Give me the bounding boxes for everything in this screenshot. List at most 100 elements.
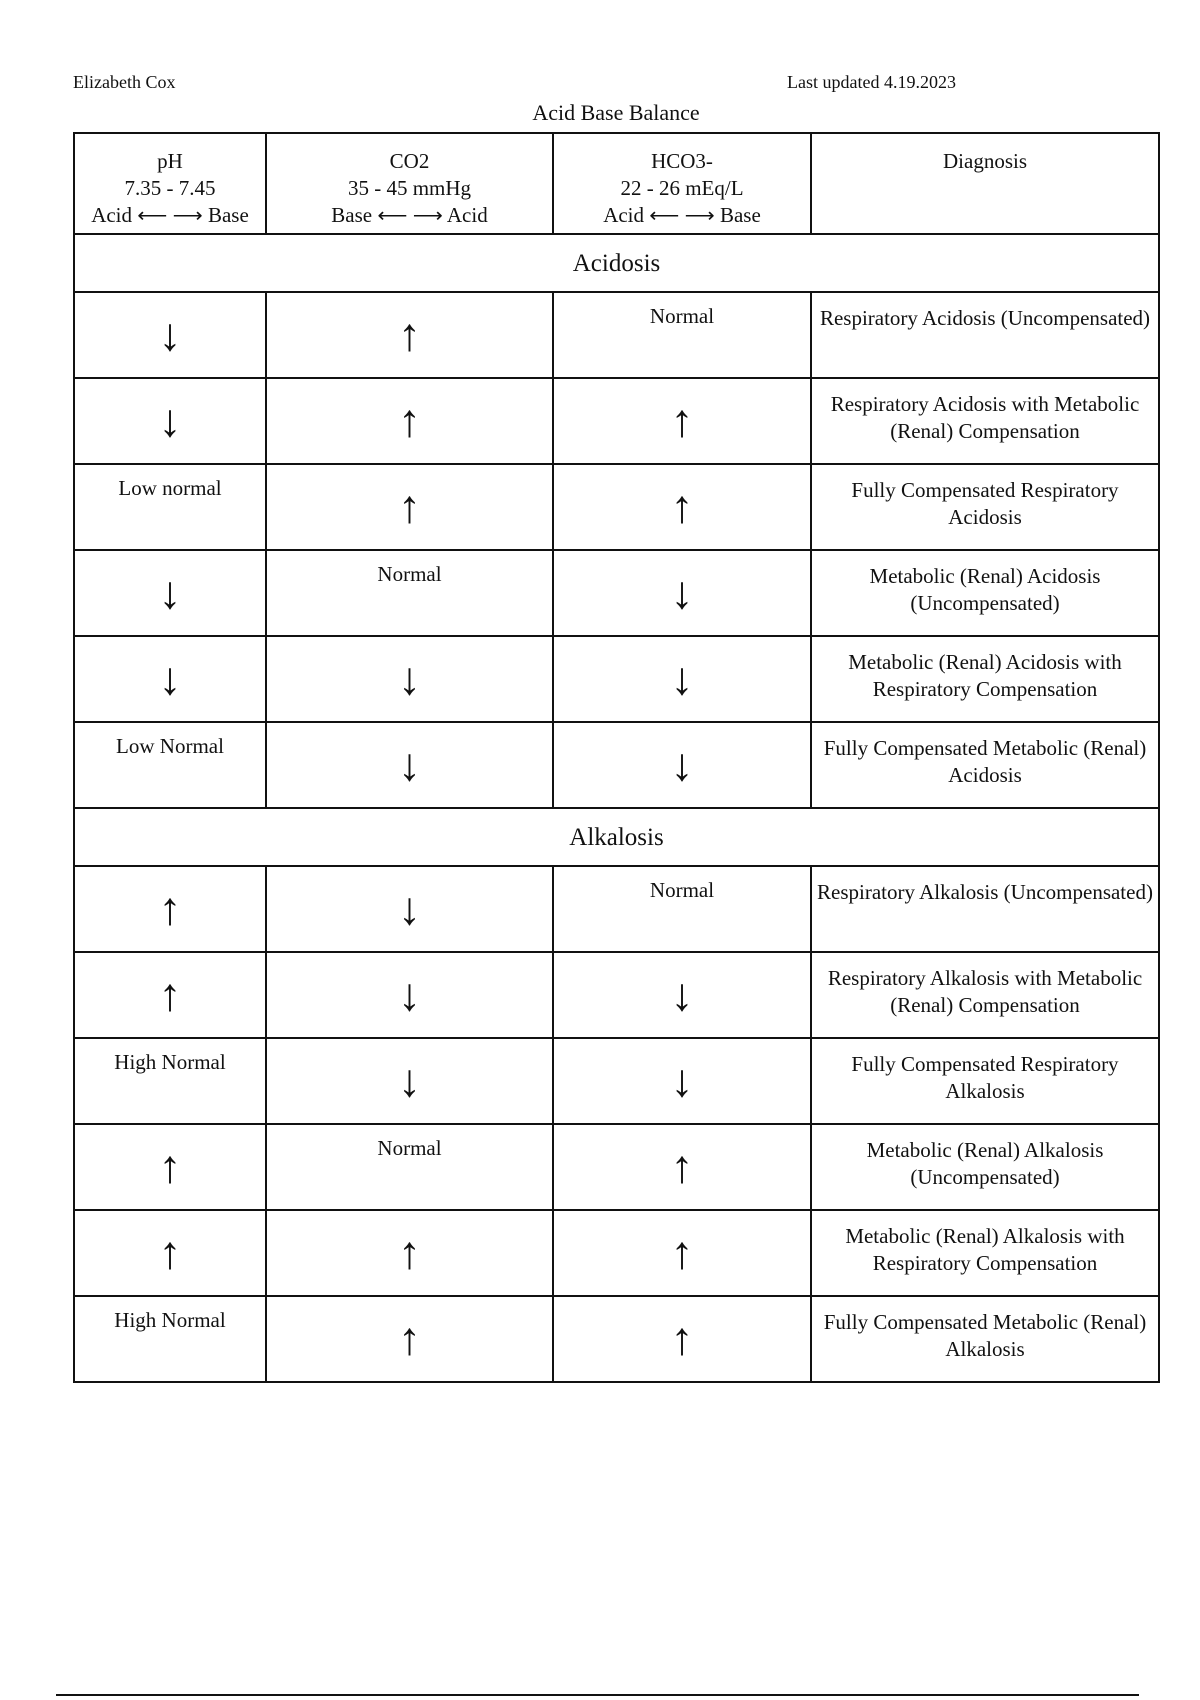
- column-range: 22 - 26 mEq/L: [620, 176, 744, 200]
- hco3-cell: ↑: [552, 1123, 812, 1211]
- co2-cell: ↓: [265, 1037, 554, 1125]
- hco3-cell: Normal: [552, 865, 812, 953]
- diagnosis-cell: Respiratory Alkalosis with Metabolic (Re…: [810, 951, 1160, 1039]
- arrow-down-icon: ↓: [398, 883, 421, 934]
- column-range: 35 - 45 mmHg: [347, 176, 472, 200]
- ph-value: Low Normal: [116, 734, 224, 758]
- column-header-ph: pH 7.35 - 7.45 Acid ⟵ ⟶ Base: [73, 132, 267, 235]
- table-row: ↓ ↓ ↓ Metabolic (Renal) Acidosis with Respi…: [73, 635, 1160, 723]
- arrow-up-icon: ↑: [670, 395, 694, 446]
- table-row: ↓ ↑ Normal Respiratory Acidosis (Uncompensa…: [73, 291, 1160, 379]
- diagnosis-cell: Fully Compensated Respiratory Acidosis: [810, 463, 1160, 551]
- ph-cell: ↑: [73, 865, 267, 953]
- arrow-down-icon: ↓: [398, 969, 421, 1020]
- arrow-up-icon: ↑: [670, 1227, 694, 1278]
- co2-cell: ↑: [265, 377, 554, 465]
- hco3-value: Normal: [649, 878, 715, 902]
- diagnosis-cell: Metabolic (Renal) Alkalosis (Uncompensat…: [810, 1123, 1160, 1211]
- hco3-cell: ↓: [552, 1037, 812, 1125]
- hco3-cell: ↓: [552, 951, 812, 1039]
- hco3-cell: ↓: [552, 721, 812, 809]
- table-row: ↓ ↑ ↑ Respiratory Acidosis with Metabolic (…: [73, 377, 1160, 465]
- arrow-down-icon: ↓: [670, 969, 694, 1020]
- ph-cell: ↓: [73, 635, 267, 723]
- diagnosis-cell: Metabolic (Renal) Acidosis with Respirat…: [810, 635, 1160, 723]
- hco3-cell: ↑: [552, 377, 812, 465]
- arrow-down-icon: ↓: [158, 653, 182, 704]
- hco3-cell: Normal: [552, 291, 812, 379]
- ph-cell: ↑: [73, 1209, 267, 1297]
- ph-value: High Normal: [114, 1050, 226, 1074]
- arrow-down-icon: ↓: [670, 739, 694, 790]
- diagnosis-cell: Respiratory Acidosis with Metabolic (Ren…: [810, 377, 1160, 465]
- hco3-cell: ↑: [552, 1295, 812, 1383]
- section-title: Alkalosis: [73, 807, 1160, 867]
- ph-cell: High Normal: [73, 1295, 267, 1383]
- diagnosis-cell: Fully Compensated Metabolic (Renal) Alka…: [810, 1295, 1160, 1383]
- arrow-up-icon: ↑: [158, 1227, 182, 1278]
- ph-value: High Normal: [114, 1308, 226, 1332]
- hco3-cell: ↓: [552, 549, 812, 637]
- arrow-down-icon: ↓: [158, 567, 182, 618]
- diagnosis-cell: Metabolic (Renal) Alkalosis with Respira…: [810, 1209, 1160, 1297]
- table-row: Low normal ↑ ↑ Fully Compensated Respirator…: [73, 463, 1160, 551]
- hco3-value: Normal: [649, 304, 715, 328]
- ph-cell: High Normal: [73, 1037, 267, 1125]
- ph-cell: ↓: [73, 377, 267, 465]
- table-row: ↑ ↓ Normal Respiratory Alkalosis (Uncompens…: [73, 865, 1160, 953]
- column-header-diagnosis: Diagnosis: [810, 132, 1160, 235]
- table-row: ↑ Normal ↑ Metabolic (Renal) Alkalosis (Unc…: [73, 1123, 1160, 1211]
- header-row: pH 7.35 - 7.45 Acid ⟵ ⟶ Base CO2 35 - 45 mm…: [73, 132, 1160, 235]
- column-header-co2: CO2 35 - 45 mmHg Base ⟵ ⟶ Acid: [265, 132, 554, 235]
- arrow-up-icon: ↑: [398, 1227, 421, 1278]
- arrow-up-icon: ↑: [670, 481, 694, 532]
- table-row: Low Normal ↓ ↓ Fully Compensated Metabolic …: [73, 721, 1160, 809]
- arrow-up-icon: ↑: [670, 1141, 694, 1192]
- ph-cell: Low normal: [73, 463, 267, 551]
- ph-value: Low normal: [118, 476, 222, 500]
- column-direction: Acid ⟵ ⟶ Base: [91, 203, 249, 227]
- acid-base-table: pH 7.35 - 7.45 Acid ⟵ ⟶ Base CO2 35 - 45 mm…: [73, 132, 1160, 1383]
- arrow-down-icon: ↓: [158, 395, 182, 446]
- arrow-down-icon: ↓: [398, 1055, 421, 1106]
- diagnosis-cell: Fully Compensated Metabolic (Renal) Acid…: [810, 721, 1160, 809]
- arrow-up-icon: ↑: [398, 1313, 421, 1364]
- arrow-down-icon: ↓: [670, 567, 694, 618]
- column-name: CO2: [389, 149, 430, 173]
- hco3-cell: ↓: [552, 635, 812, 723]
- column-name: pH: [157, 149, 183, 173]
- column-name: HCO3-: [651, 149, 713, 173]
- ph-cell: ↑: [73, 951, 267, 1039]
- co2-cell: ↓: [265, 865, 554, 953]
- arrow-down-icon: ↓: [670, 1055, 694, 1106]
- column-header-hco3: HCO3- 22 - 26 mEq/L Acid ⟵ ⟶ Base: [552, 132, 812, 235]
- arrow-up-icon: ↑: [158, 969, 182, 1020]
- hco3-cell: ↑: [552, 463, 812, 551]
- co2-cell: ↓: [265, 635, 554, 723]
- section-header-row: Alkalosis: [73, 807, 1160, 867]
- arrow-up-icon: ↑: [398, 309, 421, 360]
- arrow-up-icon: ↑: [398, 481, 421, 532]
- table-row: ↓ Normal ↓ Metabolic (Renal) Acidosis (Unco…: [73, 549, 1160, 637]
- co2-cell: ↑: [265, 1209, 554, 1297]
- arrow-down-icon: ↓: [398, 653, 421, 704]
- ph-cell: ↓: [73, 291, 267, 379]
- arrow-up-icon: ↑: [158, 883, 182, 934]
- diagnosis-cell: Respiratory Alkalosis (Uncompensated): [810, 865, 1160, 953]
- arrow-up-icon: ↑: [158, 1141, 182, 1192]
- column-direction: Acid ⟵ ⟶ Base: [603, 203, 761, 227]
- section-header-row: Acidosis: [73, 233, 1160, 293]
- diagnosis-cell: Metabolic (Renal) Acidosis (Uncompensate…: [810, 549, 1160, 637]
- co2-cell: ↓: [265, 721, 554, 809]
- table-row: ↑ ↓ ↓ Respiratory Alkalosis with Metabolic …: [73, 951, 1160, 1039]
- column-name: Diagnosis: [943, 149, 1027, 173]
- diagnosis-cell: Fully Compensated Respiratory Alkalosis: [810, 1037, 1160, 1125]
- hco3-cell: ↑: [552, 1209, 812, 1297]
- co2-value: Normal: [377, 562, 442, 586]
- co2-value: Normal: [377, 1136, 442, 1160]
- table-row: High Normal ↓ ↓ Fully Compensated Respirato…: [73, 1037, 1160, 1125]
- section-title: Acidosis: [73, 233, 1160, 293]
- arrow-up-icon: ↑: [398, 395, 421, 446]
- arrow-up-icon: ↑: [670, 1313, 694, 1364]
- co2-cell: ↑: [265, 1295, 554, 1383]
